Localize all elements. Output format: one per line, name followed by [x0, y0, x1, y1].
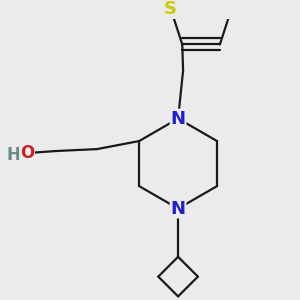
Text: N: N — [171, 110, 186, 128]
Text: S: S — [164, 0, 177, 18]
Text: O: O — [20, 144, 34, 162]
Text: N: N — [171, 200, 186, 217]
Text: H: H — [6, 146, 20, 164]
